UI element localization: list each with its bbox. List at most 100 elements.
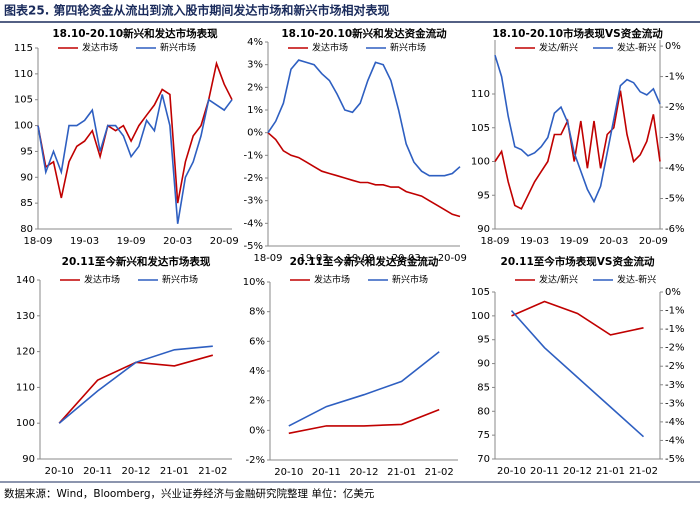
legend-label: 新兴市场 — [162, 274, 198, 286]
y-tick-label: 2% — [249, 396, 265, 407]
y-tick-label: 110 — [16, 382, 35, 393]
y-tick-label: -1% — [244, 150, 263, 161]
x-tick-label: 20-09 — [210, 236, 239, 247]
legend-label: 发达-新兴 — [617, 274, 656, 286]
legend-label: 发达-新兴 — [617, 42, 656, 54]
x-tick-label: 20-09 — [438, 253, 467, 264]
x-tick-label: 21-01 — [160, 466, 189, 477]
y-tick-label: 130 — [16, 311, 35, 322]
legend-label: 发达市场 — [312, 42, 348, 54]
x-tick-label: 19-09 — [560, 236, 589, 247]
y2-tick-label: 0% — [665, 41, 681, 52]
figure-title: 图表25. 第四轮资金从流出到流入股市期间发达市场和新兴市场相对表现 — [4, 3, 389, 18]
series-line — [494, 90, 661, 210]
legend-label: 发达市场 — [84, 274, 120, 286]
legend-label: 发达/新兴 — [539, 42, 578, 54]
y-tick-label: 0% — [249, 425, 265, 436]
y2-tick-label: -5% — [665, 194, 684, 205]
x-tick-label: 20-12 — [563, 466, 592, 477]
series-line — [288, 351, 440, 427]
chart-title: 20.11至今新兴和发达资金流动 — [290, 255, 439, 268]
y-tick-label: 85 — [477, 382, 490, 393]
series-line — [511, 300, 644, 336]
chart-title: 20.11至今市场表现VS资金流动 — [501, 255, 655, 268]
y-tick-label: 140 — [16, 275, 35, 286]
y-tick-label: -2% — [246, 455, 265, 466]
y-tick-label: 110 — [14, 69, 33, 80]
y-tick-label: 115 — [14, 43, 33, 54]
series-line — [267, 59, 461, 177]
x-tick-label: 20-11 — [312, 467, 341, 478]
x-tick-label: 18-09 — [480, 236, 509, 247]
x-tick-label: 18-09 — [253, 253, 282, 264]
y-tick-label: 3% — [247, 60, 263, 71]
y-tick-label: 70 — [477, 454, 490, 465]
x-tick-label: 20-11 — [530, 466, 559, 477]
y-tick-label: 75 — [477, 430, 490, 441]
y-tick-label: 90 — [20, 172, 33, 183]
y-tick-label: 10% — [243, 277, 265, 288]
x-tick-label: 19-09 — [117, 236, 146, 247]
y2-tick-label: -2% — [665, 361, 684, 372]
y-tick-label: 100 — [471, 157, 490, 168]
y-tick-label: 90 — [22, 454, 35, 465]
x-tick-label: 20-03 — [392, 253, 421, 264]
y2-tick-label: -3% — [665, 380, 684, 391]
series-line — [58, 345, 213, 424]
chart-title: 18.10-20.10新兴和发达资金流动 — [281, 27, 447, 40]
x-tick-label: 21-01 — [596, 466, 625, 477]
y2-tick-label: -3% — [665, 133, 684, 144]
y-tick-label: 6% — [249, 336, 265, 347]
y-tick-label: 85 — [20, 198, 33, 209]
legend-label: 新兴市场 — [390, 42, 426, 54]
x-tick-label: 20-03 — [163, 236, 192, 247]
y-tick-label: 120 — [16, 347, 35, 358]
x-tick-label: 21-01 — [387, 467, 416, 478]
legend-label: 发达/新兴 — [539, 274, 578, 286]
y-tick-label: 100 — [16, 418, 35, 429]
legend-label: 发达市场 — [82, 42, 118, 54]
y2-tick-label: -6% — [665, 224, 684, 235]
x-tick-label: 19-03 — [70, 236, 99, 247]
y2-tick-label: -5% — [665, 454, 684, 465]
y-tick-label: -3% — [244, 196, 263, 207]
y-tick-label: 80 — [477, 406, 490, 417]
y-tick-label: 95 — [20, 146, 33, 157]
y-tick-label: 95 — [477, 335, 490, 346]
x-tick-label: 20-10 — [497, 466, 526, 477]
legend-label: 发达市场 — [314, 274, 350, 286]
y-tick-label: 90 — [477, 359, 490, 370]
y2-tick-label: -4% — [665, 163, 684, 174]
y2-tick-label: -4% — [665, 435, 684, 446]
series-line — [267, 132, 461, 218]
x-tick-label: 20-10 — [45, 466, 74, 477]
x-tick-label: 21-02 — [198, 466, 227, 477]
x-tick-label: 20-10 — [274, 467, 303, 478]
y-tick-label: 0% — [247, 128, 263, 139]
chart-title: 18.10-20.10新兴和发达市场表现 — [52, 27, 218, 40]
chart-title: 18.10-20.10市场表现VS资金流动 — [492, 27, 663, 40]
y-tick-label: 105 — [471, 287, 490, 298]
y2-tick-label: -2% — [665, 343, 684, 354]
y-tick-label: 2% — [247, 82, 263, 93]
x-tick-label: 20-09 — [639, 236, 668, 247]
series-line — [58, 354, 214, 424]
series-line — [494, 54, 661, 204]
y-tick-label: -4% — [244, 218, 263, 229]
chart-title: 20.11至今新兴和发达市场表现 — [62, 255, 211, 268]
y-tick-label: 100 — [471, 311, 490, 322]
x-tick-label: 21-02 — [425, 467, 454, 478]
y-tick-label: 8% — [249, 307, 265, 318]
y-tick-label: 95 — [477, 190, 490, 201]
y-tick-label: 105 — [14, 95, 33, 106]
x-tick-label: 21-02 — [629, 466, 658, 477]
y-tick-label: 4% — [249, 366, 265, 377]
y2-tick-label: -1% — [665, 324, 684, 335]
y2-tick-label: -2% — [665, 102, 684, 113]
x-tick-label: 20-12 — [121, 466, 150, 477]
x-tick-label: 20-12 — [349, 467, 378, 478]
y2-tick-label: -1% — [665, 306, 684, 317]
x-tick-label: 20-11 — [83, 466, 112, 477]
